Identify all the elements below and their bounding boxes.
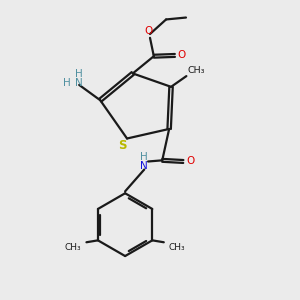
Text: CH₃: CH₃ — [188, 66, 206, 75]
Text: CH₃: CH₃ — [169, 243, 185, 252]
Text: O: O — [178, 50, 186, 60]
Text: H: H — [63, 78, 71, 88]
Text: O: O — [186, 157, 194, 166]
Text: N: N — [74, 78, 82, 88]
Text: N: N — [140, 161, 148, 171]
Text: H: H — [140, 152, 148, 162]
Text: CH₃: CH₃ — [65, 243, 81, 252]
Text: O: O — [145, 26, 153, 36]
Text: H: H — [74, 69, 82, 79]
Text: S: S — [118, 139, 127, 152]
